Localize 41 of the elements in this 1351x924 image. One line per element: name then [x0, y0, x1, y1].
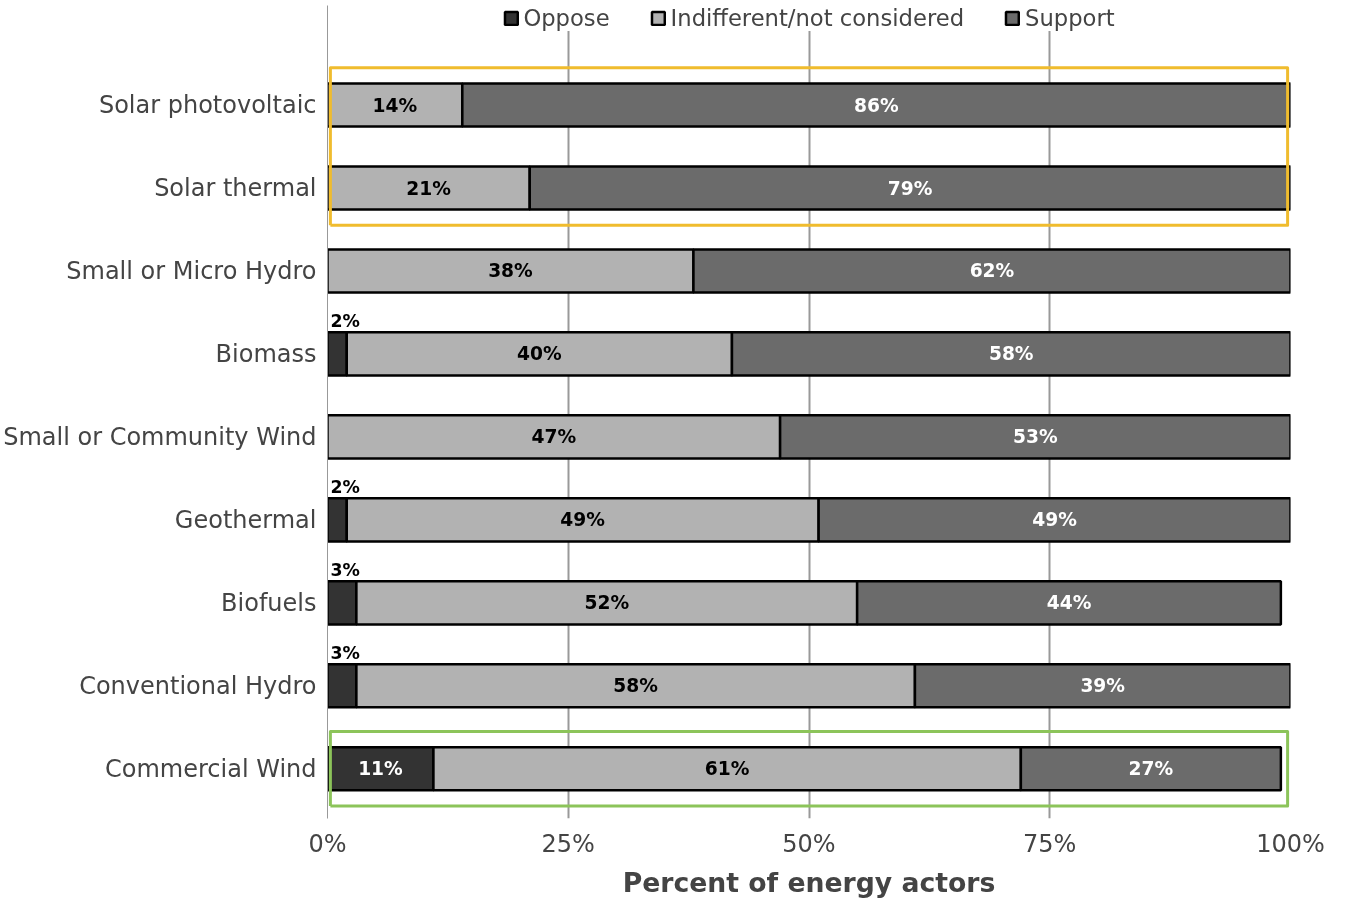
y-tick-label: Small or Community Wind	[3, 422, 317, 451]
data-label: 47%	[531, 426, 577, 448]
y-tick-label: Commercial Wind	[105, 754, 317, 783]
data-label: 58%	[613, 675, 659, 697]
x-tick-label: 25%	[541, 829, 595, 858]
legend-label: Indifferent/not considered	[670, 5, 965, 31]
data-label: 49%	[1032, 509, 1078, 531]
y-tick-label: Geothermal	[174, 505, 317, 534]
data-label: 52%	[584, 592, 630, 614]
x-tick-label: 100%	[1256, 829, 1325, 858]
y-tick-label: Biofuels	[221, 588, 317, 617]
data-label: 53%	[1012, 426, 1058, 448]
data-label: 61%	[704, 758, 750, 780]
y-tick-label: Solar photovoltaic	[98, 91, 317, 120]
data-label: 62%	[969, 260, 1015, 282]
x-tick-label: 75%	[1023, 829, 1077, 858]
data-label: 14%	[372, 94, 418, 116]
data-label: 27%	[1128, 758, 1174, 780]
data-label: 49%	[560, 509, 606, 531]
y-tick-label: Biomass	[215, 339, 317, 368]
data-label: 58%	[988, 343, 1034, 365]
y-tick-label: Solar thermal	[154, 174, 317, 203]
data-label: 21%	[406, 177, 452, 199]
y-tick-label: Conventional Hydro	[79, 671, 317, 700]
legend-label: Oppose	[523, 5, 610, 31]
data-label: 44%	[1046, 592, 1092, 614]
data-label: 40%	[517, 343, 562, 365]
data-label: 2%	[330, 476, 360, 497]
data-label: 86%	[854, 94, 900, 116]
data-label: 3%	[330, 559, 360, 580]
data-label: 11%	[358, 758, 404, 780]
y-tick-label: Small or Micro Hydro	[66, 256, 317, 285]
data-label: 2%	[330, 310, 360, 331]
legend-label: Support	[1025, 5, 1115, 31]
x-axis-title: Percent of energy actors	[622, 866, 996, 898]
data-label: 3%	[330, 642, 360, 663]
x-tick-label: 0%	[308, 829, 347, 858]
data-label: 79%	[887, 177, 933, 199]
x-tick-label: 50%	[782, 829, 836, 858]
data-label: 39%	[1080, 675, 1126, 697]
data-label: 38%	[488, 260, 534, 282]
